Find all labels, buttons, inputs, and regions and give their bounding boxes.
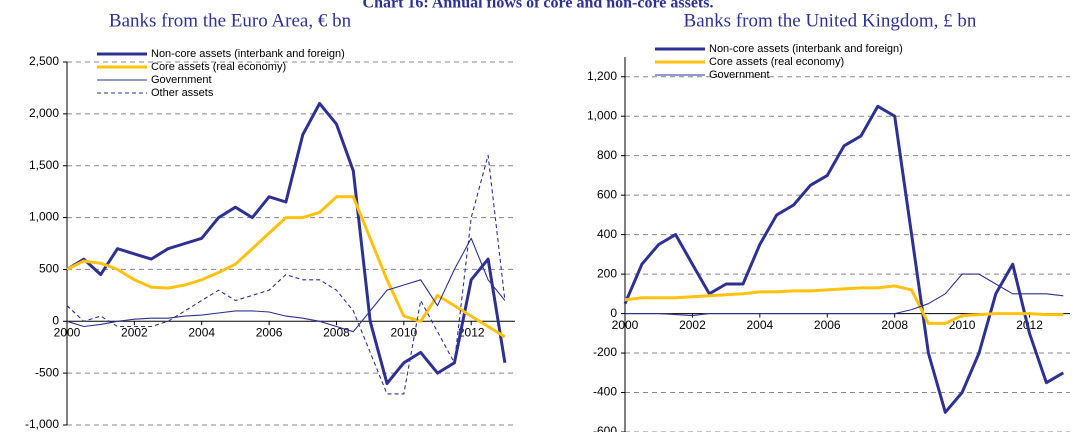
series-line	[623, 104, 1065, 414]
legend-label: Government	[151, 74, 212, 86]
legend-label: Core assets (real economy)	[709, 56, 844, 68]
chart-title: Banks from the Euro Area, € bn	[109, 10, 352, 31]
x-tick-label: 2006	[256, 325, 283, 339]
y-tick-label: -1,000	[25, 417, 59, 431]
series-line	[66, 102, 507, 385]
y-tick-label: 1,000	[29, 210, 59, 224]
x-tick-label: 2008	[881, 318, 908, 332]
x-tick-label: 2000	[612, 318, 639, 332]
y-tick-label: 0	[52, 313, 59, 327]
page-title: Chart 16: Annual flows of core and non-c…	[363, 0, 714, 12]
series-line	[66, 154, 506, 395]
y-tick-label: 2,500	[29, 54, 59, 68]
y-tick-label: 0	[610, 306, 617, 320]
chart-title: Banks from the United Kingdom, £ bn	[684, 10, 977, 31]
y-tick-label: 1,000	[587, 108, 617, 122]
x-tick-label: 2002	[121, 325, 148, 339]
legend-label: Non-core assets (interbank and foreign)	[151, 48, 345, 60]
x-tick-label: 2002	[679, 318, 706, 332]
x-tick-label: 2000	[54, 325, 81, 339]
x-tick-label: 2008	[323, 325, 350, 339]
series-line	[66, 195, 506, 339]
x-tick-label: 2010	[390, 325, 417, 339]
x-tick-label: 2010	[949, 318, 976, 332]
y-tick-label: 1,500	[29, 158, 59, 172]
y-tick-label: 500	[39, 262, 59, 276]
y-tick-label: 600	[597, 187, 617, 201]
y-tick-label: -200	[593, 345, 617, 359]
series-line	[624, 284, 1064, 325]
x-tick-label: 2012	[458, 325, 485, 339]
y-tick-label: 400	[597, 227, 617, 241]
y-tick-label: -500	[35, 365, 59, 379]
legend-label: Other assets	[151, 87, 214, 99]
y-tick-label: 800	[597, 148, 617, 162]
y-tick-label: 1,200	[587, 69, 617, 83]
legend-label: Non-core assets (interbank and foreign)	[709, 43, 903, 55]
legend-label: Core assets (real economy)	[151, 61, 286, 73]
y-tick-label: -600	[593, 424, 617, 432]
x-tick-label: 2004	[746, 318, 773, 332]
y-tick-label: 200	[597, 266, 617, 280]
y-tick-label: -400	[593, 385, 617, 399]
legend-label: Government	[709, 69, 770, 81]
y-tick-label: 2,000	[29, 106, 59, 120]
series-line	[625, 273, 1064, 317]
series-line	[66, 237, 506, 333]
x-tick-label: 2012	[1016, 318, 1043, 332]
x-tick-label: 2006	[814, 318, 841, 332]
x-tick-label: 2004	[188, 325, 215, 339]
